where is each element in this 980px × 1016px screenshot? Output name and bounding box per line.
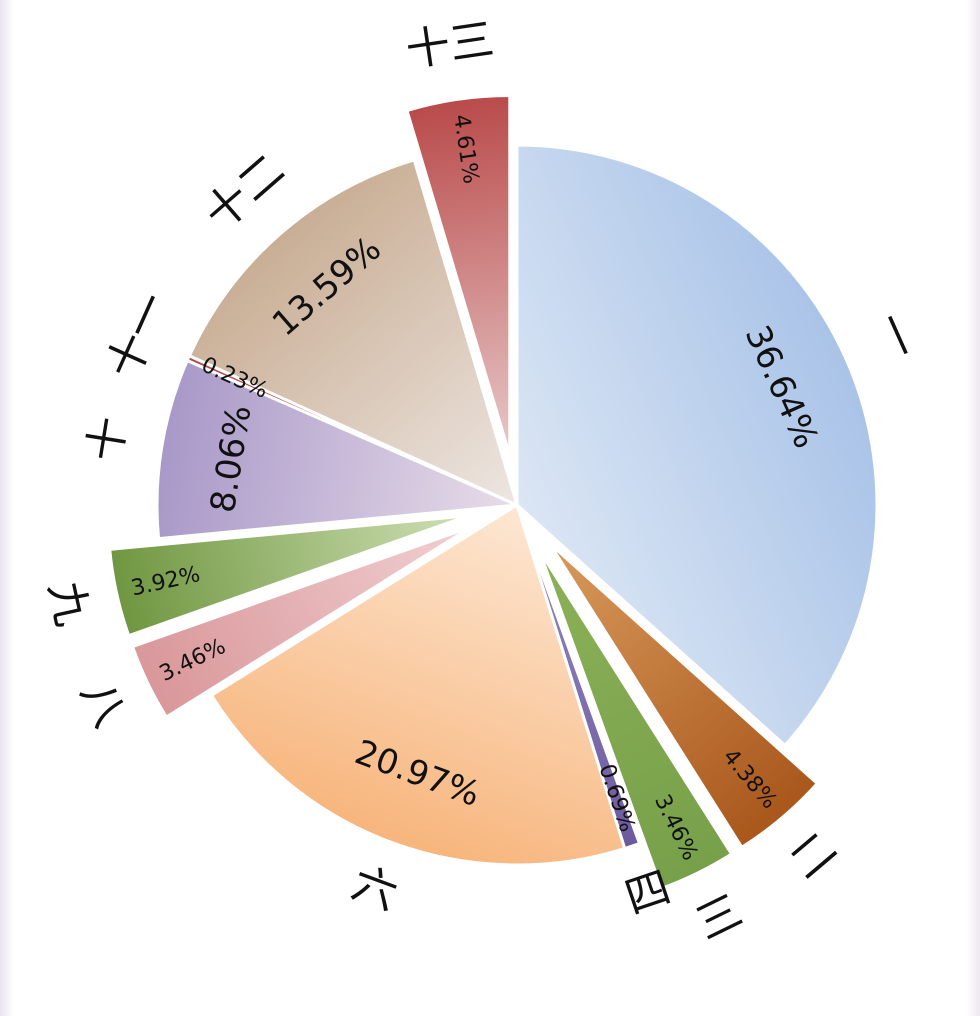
slice-category-label: 十 [79,413,136,465]
slice-10 [405,94,512,458]
slice-9 [187,158,519,507]
slice-category-label: 十二 [195,144,295,240]
slice-category-label: 六 [345,857,404,920]
slice-category-label: 十三 [403,14,497,77]
slice-category-label: 八 [70,673,135,735]
slice-2 [537,548,734,890]
slice-category-label: 二 [780,822,847,889]
slice-1 [547,541,819,849]
slice-category-label: 三 [688,885,750,950]
slice-category-label: 九 [39,577,98,631]
slice-category-label: 一 [863,306,928,367]
slices-layer [108,94,879,890]
slice-0 [515,143,879,747]
slice-category-label: 十一 [97,285,179,386]
slice-6 [108,514,470,638]
slice-4 [209,503,627,867]
slice-5 [131,525,474,719]
slice-7 [155,359,519,541]
